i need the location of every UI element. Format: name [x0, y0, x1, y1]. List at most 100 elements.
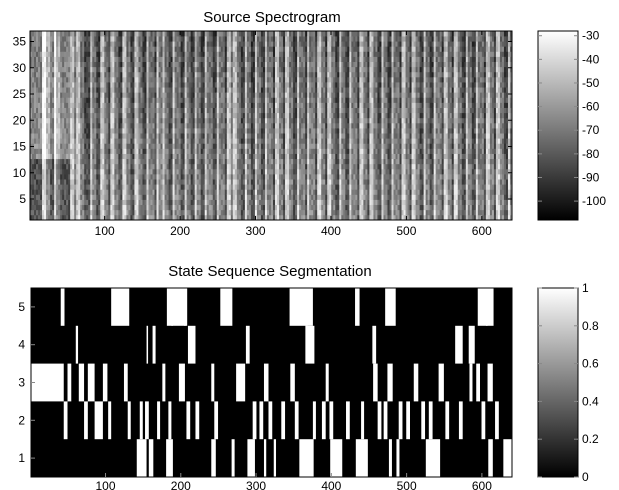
- spectrogram-cell: [94, 153, 97, 160]
- spectrogram-cell: [120, 66, 123, 73]
- spectrogram-cell: [248, 71, 252, 78]
- spectrogram-cell: [114, 179, 117, 185]
- spectrogram-cell: [293, 51, 296, 57]
- spectrogram-cell: [158, 174, 161, 180]
- spectrogram-cell: [260, 179, 264, 185]
- spectrogram-cell: [285, 189, 288, 195]
- spectrogram-cell: [110, 92, 113, 98]
- spectrogram-cell: [64, 168, 67, 175]
- spectrogram-cell: [54, 56, 57, 62]
- spectrogram-cell: [172, 148, 175, 154]
- spectrogram-cell: [108, 76, 111, 83]
- spectrogram-cell: [230, 97, 234, 103]
- spectrogram-cell: [228, 102, 232, 108]
- spectrogram-cell: [287, 204, 290, 211]
- spectrogram-cell: [32, 174, 35, 180]
- spectrogram-cell: [176, 66, 179, 73]
- spectrogram-cell: [260, 143, 264, 149]
- spectrogram-cell: [62, 107, 65, 114]
- spectrogram-cell: [32, 97, 35, 103]
- spectrogram-cell: [140, 56, 143, 62]
- spectrogram-cell: [40, 97, 43, 103]
- spectrogram-cell: [242, 138, 246, 144]
- spectrogram-cell: [184, 214, 187, 221]
- spectrogram-cell: [244, 107, 248, 114]
- spectrogram-cell: [254, 148, 258, 154]
- spectrogram-cell: [210, 153, 214, 160]
- spectrogram-cell: [268, 138, 272, 144]
- spectrogram-cell: [214, 138, 218, 144]
- spectrogram-cell: [52, 87, 55, 93]
- spectrogram-cell: [136, 204, 139, 211]
- spectrogram-cell: [194, 214, 198, 221]
- spectrogram-cell: [178, 102, 181, 108]
- spectrogram-cell: [50, 184, 53, 190]
- spectrogram-cell: [112, 107, 115, 114]
- spectrogram-cell: [54, 36, 57, 42]
- spectrogram-cell: [216, 204, 220, 211]
- spectrogram-cell: [283, 61, 286, 68]
- spectrogram-cell: [208, 153, 212, 160]
- spectrogram-cell: [299, 148, 302, 154]
- spectrogram-cell: [224, 199, 228, 206]
- spectrogram-cell: [262, 158, 266, 165]
- spectrogram-cell: [178, 112, 181, 119]
- spectrogram-cell: [200, 107, 204, 114]
- spectrogram-cell: [138, 128, 141, 134]
- spectrogram-cell: [180, 56, 183, 62]
- spectrogram-cell: [226, 46, 230, 52]
- spectrogram-cell: [226, 194, 230, 200]
- spectrogram-cell: [238, 128, 242, 134]
- spectrogram-cell: [226, 158, 230, 165]
- spectrogram-cell: [116, 214, 119, 221]
- spectrogram-cell: [291, 92, 294, 98]
- spectrogram-cell: [146, 87, 149, 93]
- spectrogram-cell: [116, 209, 119, 216]
- spectrogram-cell: [30, 179, 33, 185]
- spectrogram-cell: [32, 128, 35, 134]
- spectrogram-cell: [214, 71, 218, 78]
- spectrogram-cell: [206, 97, 210, 103]
- spectrogram-cell: [256, 209, 260, 216]
- spectrogram-cell: [84, 189, 87, 195]
- spectrogram-cell: [46, 128, 49, 134]
- spectrogram-cell: [266, 122, 270, 129]
- spectrogram-cell: [216, 102, 220, 108]
- spectrogram-cell: [44, 51, 47, 57]
- spectrogram-cell: [96, 51, 99, 57]
- spectrogram-cell: [82, 117, 85, 124]
- spectrogram-cell: [242, 36, 246, 42]
- spectrogram-cell: [244, 209, 248, 216]
- spectrogram-cell: [74, 138, 77, 144]
- spectrogram-cell: [148, 51, 151, 57]
- spectrogram-cell: [262, 209, 266, 216]
- spectrogram-cell: [82, 36, 85, 42]
- spectrogram-cell: [140, 174, 143, 180]
- spectrogram-cell: [206, 102, 210, 108]
- spectrogram-cell: [281, 153, 284, 160]
- spectrogram-cell: [150, 214, 153, 221]
- spectrogram-cell: [301, 209, 304, 216]
- spectrogram-cell: [50, 194, 53, 200]
- spectrogram-cell: [114, 209, 117, 216]
- spectrogram-cell: [182, 179, 185, 185]
- spectrogram-cell: [90, 153, 93, 160]
- spectrogram-cell: [236, 122, 240, 129]
- spectrogram-cell: [266, 51, 270, 57]
- spectrogram-cell: [224, 76, 228, 83]
- spectrogram-cell: [62, 56, 65, 62]
- spectrogram-cell: [254, 36, 258, 42]
- spectrogram-cell: [64, 87, 67, 93]
- spectrogram-cell: [277, 174, 280, 180]
- spectrogram-cell: [136, 41, 139, 47]
- spectrogram-cell: [56, 82, 59, 88]
- spectrogram-cell: [248, 214, 252, 221]
- spectrogram-cell: [206, 128, 210, 134]
- spectrogram-cell: [128, 133, 131, 139]
- spectrogram-cell: [38, 158, 41, 165]
- spectrogram-cell: [258, 189, 262, 195]
- spectrogram-cell: [140, 163, 143, 170]
- spectrogram-cell: [158, 122, 161, 129]
- spectrogram-cell: [186, 174, 190, 180]
- spectrogram-cell: [100, 204, 103, 211]
